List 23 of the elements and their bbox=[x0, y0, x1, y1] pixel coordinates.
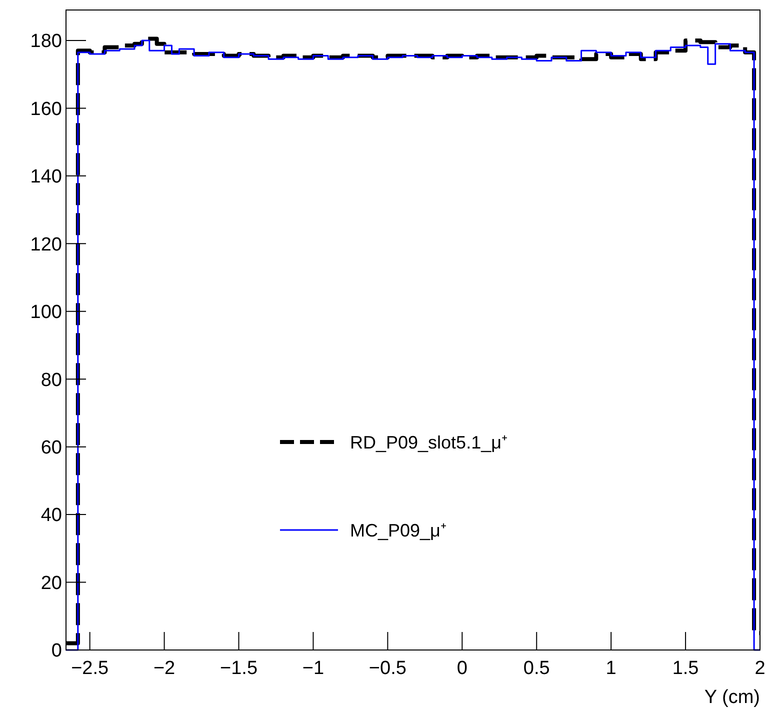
x-tick-label: −2 bbox=[153, 658, 176, 679]
x-axis-title: Y (cm) bbox=[704, 687, 760, 708]
y-tick-label: 140 bbox=[30, 166, 62, 188]
x-tick-label: −0.5 bbox=[368, 658, 406, 679]
y-tick-label: 120 bbox=[30, 234, 62, 256]
x-tick-label: 2 bbox=[754, 658, 766, 679]
x-tick-label: 0.5 bbox=[523, 658, 550, 679]
y-tick-label: 100 bbox=[30, 302, 62, 324]
y-tick-label: 160 bbox=[30, 98, 62, 120]
x-tick-label: −2.5 bbox=[71, 658, 109, 679]
legend-label: RD_P09_slot5.1_μ⁺ bbox=[350, 432, 508, 452]
x-tick-label: −1.5 bbox=[220, 658, 258, 679]
x-tick-label: 1.5 bbox=[672, 658, 699, 679]
y-tick-label: 20 bbox=[40, 572, 62, 594]
y-tick-label: 0 bbox=[51, 640, 62, 662]
x-tick-label: 0 bbox=[456, 658, 468, 679]
x-tick-label: −1 bbox=[302, 658, 324, 679]
x-tick-label: 1 bbox=[606, 658, 616, 679]
y-tick-label: 40 bbox=[40, 505, 62, 526]
y-tick-label: 180 bbox=[30, 31, 62, 52]
y-tick-label: 60 bbox=[40, 437, 62, 458]
legend-label: MC_P09_μ⁺ bbox=[350, 520, 446, 540]
y-tick-label: 80 bbox=[40, 370, 62, 391]
